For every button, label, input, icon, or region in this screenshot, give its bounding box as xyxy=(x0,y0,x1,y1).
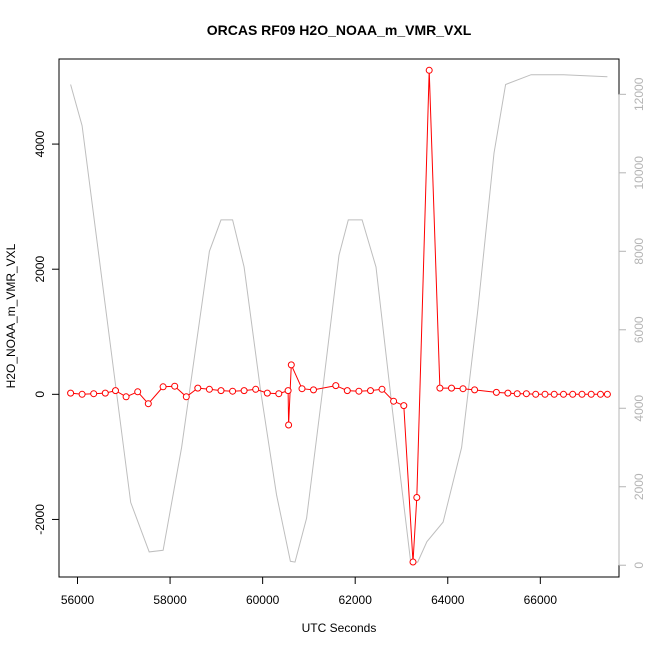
data-point xyxy=(522,390,530,398)
data-point xyxy=(134,388,142,396)
data-point xyxy=(217,387,225,395)
y2-tick-label: 8000 xyxy=(632,238,646,265)
data-point xyxy=(390,397,398,405)
data-point xyxy=(436,384,444,392)
data-point xyxy=(343,387,351,395)
y-axis-label: H2O_NOAA_m_VMR_VXL xyxy=(4,243,18,388)
data-point xyxy=(492,388,500,396)
x-tick-label: 56000 xyxy=(61,593,95,607)
data-point xyxy=(171,382,179,390)
data-point xyxy=(285,421,293,429)
data-point xyxy=(425,66,433,74)
data-point xyxy=(275,390,283,398)
data-point xyxy=(78,390,86,398)
y2-tick-label: 0 xyxy=(632,562,646,569)
data-point xyxy=(569,390,577,398)
data-point xyxy=(448,384,455,392)
data-point xyxy=(144,400,152,408)
data-point xyxy=(287,361,295,369)
data-point xyxy=(532,390,540,398)
y2-tick-label: 4000 xyxy=(632,395,646,422)
data-point xyxy=(413,494,421,501)
chart-title: ORCAS RF09 H2O_NOAA_m_VMR_VXL xyxy=(207,22,472,38)
data-point xyxy=(205,385,213,393)
data-point xyxy=(122,393,130,401)
data-point xyxy=(101,389,109,397)
x-tick-label: 64000 xyxy=(431,593,465,607)
data-point xyxy=(229,387,237,395)
data-point xyxy=(67,389,75,397)
y-tick-label: 2000 xyxy=(33,256,47,283)
data-point xyxy=(284,387,292,395)
data-point xyxy=(112,387,119,395)
data-point xyxy=(240,387,248,395)
data-point xyxy=(355,387,363,395)
data-point xyxy=(578,390,586,398)
data-point xyxy=(378,385,386,393)
y-tick-label: 0 xyxy=(33,391,47,398)
data-point xyxy=(263,389,271,397)
data-point xyxy=(367,387,374,395)
x-tick-label: 66000 xyxy=(524,593,558,607)
x-axis-label: UTC Seconds xyxy=(302,621,377,635)
data-point xyxy=(159,383,167,391)
secondary-series-line xyxy=(70,74,608,563)
y-tick-label: 4000 xyxy=(33,130,47,157)
x-tick-label: 58000 xyxy=(153,593,187,607)
y-tick-label: -2000 xyxy=(33,504,47,535)
data-point xyxy=(541,390,549,398)
data-point xyxy=(252,385,260,393)
data-point xyxy=(471,386,479,394)
data-point xyxy=(409,558,417,566)
data-point xyxy=(182,393,190,401)
data-point xyxy=(587,390,595,398)
data-point xyxy=(550,390,558,398)
data-point xyxy=(597,390,604,398)
data-point xyxy=(504,389,512,397)
y2-tick-label: 6000 xyxy=(632,316,646,343)
x-tick-label: 60000 xyxy=(246,593,280,607)
y2-tick-label: 10000 xyxy=(632,156,646,190)
x-tick-label: 62000 xyxy=(339,593,373,607)
y2-tick-label: 12000 xyxy=(632,77,646,111)
data-point xyxy=(332,382,340,390)
y2-tick-label: 2000 xyxy=(632,473,646,500)
data-point xyxy=(459,385,467,393)
data-point xyxy=(194,384,202,392)
data-point xyxy=(310,386,317,394)
data-point xyxy=(513,390,521,398)
data-point xyxy=(90,390,98,398)
data-point xyxy=(298,385,306,393)
data-point xyxy=(400,402,408,410)
data-point xyxy=(560,390,567,398)
data-point xyxy=(603,390,611,398)
